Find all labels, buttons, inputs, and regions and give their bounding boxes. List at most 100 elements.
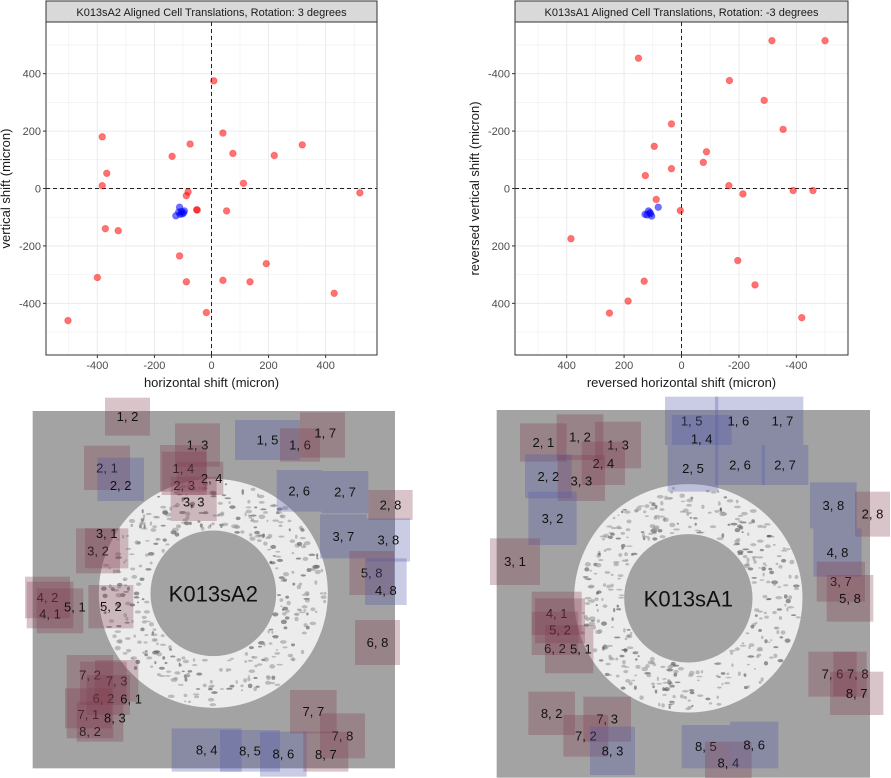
tissue-speck xyxy=(653,515,658,520)
tissue-speck xyxy=(141,509,144,514)
tissue-speck xyxy=(626,519,632,524)
tissue-speck xyxy=(176,493,183,496)
tissue-speck xyxy=(654,689,658,694)
tissue-speck xyxy=(584,602,591,605)
tissue-speck xyxy=(735,499,739,504)
tissue-speck xyxy=(687,699,691,702)
tissue-speck xyxy=(277,511,283,514)
scatter-chart-k013sa1: K013sA1 Aligned Cell Translations, Rotat… xyxy=(467,0,849,390)
tissue-speck xyxy=(320,568,324,573)
tissue-speck xyxy=(584,562,591,567)
tile-label: 5, 8 xyxy=(361,566,383,581)
tissue-speck xyxy=(656,495,664,499)
tissue-speck xyxy=(177,683,184,686)
tissue-speck xyxy=(762,572,765,577)
tissue-speck xyxy=(207,525,212,529)
tile-label: 8, 4 xyxy=(717,756,739,771)
tissue-speck xyxy=(143,524,146,529)
tile-label: 1, 5 xyxy=(257,433,279,448)
tissue-speck xyxy=(280,619,287,625)
tissue-speck xyxy=(788,574,792,579)
tissue-speck xyxy=(304,598,310,603)
tissue-speck xyxy=(298,582,303,586)
tissue-speck xyxy=(154,661,157,665)
tissue-speck xyxy=(720,672,726,675)
tissue-speck xyxy=(294,534,298,539)
tile-red xyxy=(66,655,114,695)
data-point-red xyxy=(192,205,201,214)
tissue-speck xyxy=(131,619,134,624)
tissue-speck xyxy=(300,528,305,532)
tissue-speck xyxy=(254,534,262,538)
tissue-speck xyxy=(133,596,140,599)
tissue-speck xyxy=(625,562,630,566)
tissue-speck xyxy=(679,694,684,699)
tissue-speck xyxy=(211,522,215,526)
tissue-speck xyxy=(288,528,291,532)
tissue-speck xyxy=(271,675,276,680)
tissue-speck xyxy=(716,537,724,541)
tissue-speck xyxy=(158,666,165,670)
tissue-speck xyxy=(245,506,252,509)
tile-red xyxy=(535,598,585,644)
tissue-speck xyxy=(282,578,287,582)
tissue-speck xyxy=(741,531,744,534)
tissue-speck xyxy=(667,497,674,500)
tissue-speck xyxy=(747,655,755,658)
tile-red xyxy=(833,651,867,697)
tissue-speck xyxy=(709,525,717,529)
tissue-speck xyxy=(279,640,287,644)
tissue-speck xyxy=(300,649,305,655)
data-point-red xyxy=(93,273,102,282)
tissue-speck xyxy=(184,677,188,682)
tile-label: 8, 3 xyxy=(104,710,126,725)
tissue-speck xyxy=(142,514,146,519)
tissue-speck xyxy=(178,662,181,667)
tissue-speck xyxy=(606,525,613,528)
tissue-speck xyxy=(689,691,695,695)
tile-label: 6, 1 xyxy=(120,692,142,707)
tissue-speck xyxy=(692,517,699,520)
tissue-speck xyxy=(674,681,681,684)
tissue-speck xyxy=(265,680,271,685)
tile-label: 8, 3 xyxy=(602,743,624,758)
tissue-speck xyxy=(604,571,611,574)
tissue-speck xyxy=(299,611,306,614)
tissue-speck xyxy=(123,579,127,582)
chart-title: K013sA1 Aligned Cell Translations, Rotat… xyxy=(545,7,819,19)
tile-red xyxy=(349,551,394,595)
tile-label: 1, 5 xyxy=(681,413,703,428)
tissue-speck xyxy=(660,665,666,669)
tissue-speck xyxy=(256,539,262,542)
tile-blue xyxy=(810,482,857,529)
tile-blue xyxy=(813,528,862,577)
tile-blue xyxy=(671,415,732,445)
tissue-speck xyxy=(152,525,157,529)
tissue-speck xyxy=(615,674,620,678)
data-point-red xyxy=(667,120,676,128)
data-point-red xyxy=(219,276,227,285)
tissue-speck xyxy=(181,670,185,673)
tissue-speck xyxy=(323,599,327,604)
tissue-speck xyxy=(662,677,667,680)
tile-label: 1, 4 xyxy=(691,432,713,447)
tissue-speck xyxy=(115,556,122,560)
tissue-speck xyxy=(780,630,786,635)
tissue-speck xyxy=(157,495,161,498)
tissue-speck xyxy=(794,575,799,579)
tile-red xyxy=(320,713,365,759)
tissue-speck xyxy=(240,684,244,688)
tissue-speck xyxy=(278,535,285,538)
tissue-speck xyxy=(625,528,631,532)
tissue-speck xyxy=(730,651,734,655)
tissue-speck xyxy=(761,566,766,571)
tissue-speck xyxy=(716,686,722,689)
tissue-speck xyxy=(304,591,310,596)
tissue-speck xyxy=(134,540,140,545)
tissue-speck xyxy=(140,627,145,632)
tissue-speck xyxy=(114,603,122,607)
tissue-speck xyxy=(247,676,251,682)
tissue-speck xyxy=(584,567,590,572)
x-tick-label: -200 xyxy=(143,360,165,372)
tissue-speck xyxy=(625,634,633,639)
